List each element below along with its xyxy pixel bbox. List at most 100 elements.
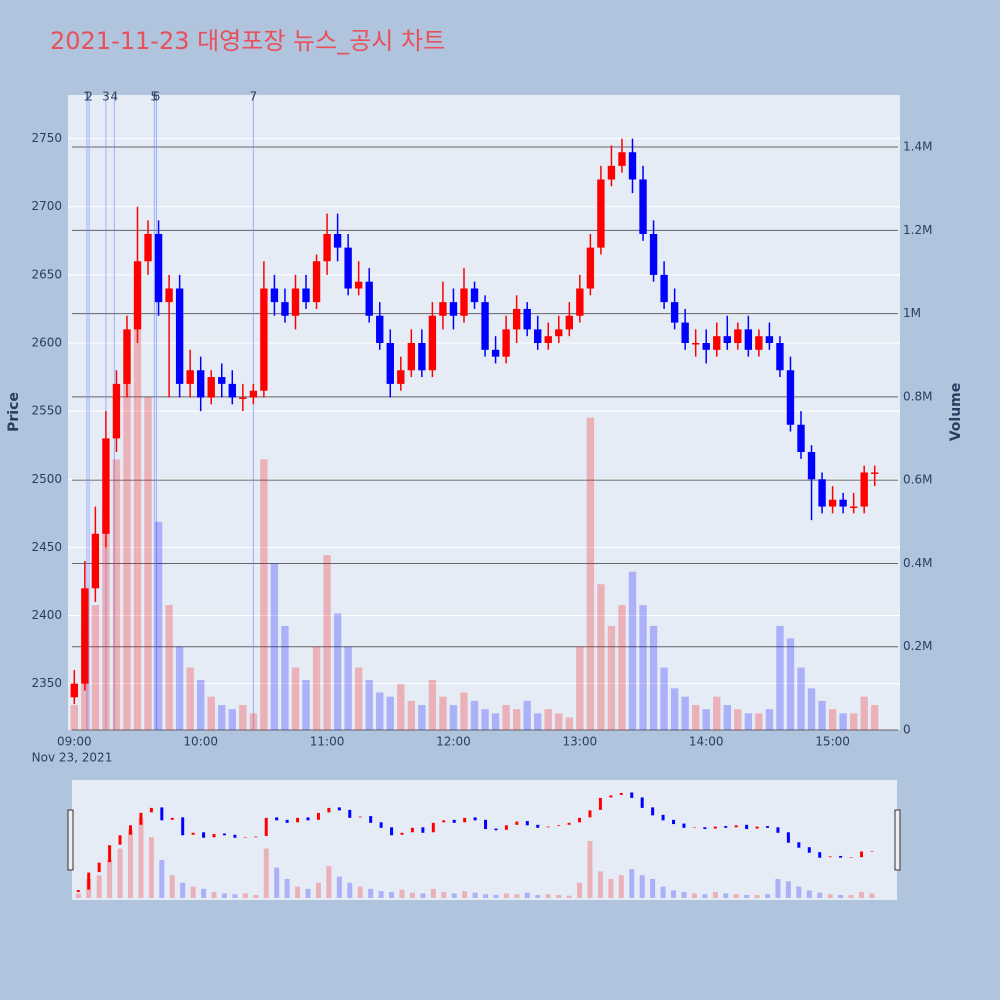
candle-body [428, 315, 437, 371]
candle-body [534, 329, 542, 344]
candle-body [333, 233, 342, 248]
volume-bar [239, 705, 247, 730]
candle-body [207, 377, 215, 398]
volume-bar [797, 667, 805, 730]
y-tick-label: 2750 [31, 131, 62, 145]
slider-volume-bar [242, 893, 248, 898]
slider-volume-bar [295, 886, 301, 898]
slider-volume-bar [201, 888, 207, 898]
candle-body [354, 281, 363, 289]
slider-volume-bar [712, 891, 718, 898]
volume-bar [91, 605, 100, 730]
slider-volume-bar [336, 876, 342, 898]
slider-volume-bar [723, 893, 729, 898]
slider-volume-bar [315, 882, 321, 898]
candle-body [786, 370, 795, 425]
x-tick-label: 11:00 [310, 735, 345, 749]
volume-bar [565, 717, 573, 730]
volume-bar [502, 705, 510, 730]
volume-bar [376, 692, 384, 730]
slider-volume-bar [326, 866, 332, 898]
y2-tick-label: 0.2M [903, 639, 932, 653]
volume-bar [807, 688, 816, 730]
slider-volume-bar [545, 894, 551, 898]
candle-body [249, 390, 258, 398]
slider-volume-bar [180, 882, 186, 898]
slider-volume-bar [597, 871, 603, 898]
slider-volume-bar [524, 892, 530, 898]
volume-bar [218, 705, 226, 730]
candle-body [849, 506, 858, 509]
volume-bar [481, 709, 489, 730]
slider-volume-bar [806, 890, 812, 898]
x-tick-label: 13:00 [563, 735, 598, 749]
slider-volume-bar [556, 894, 562, 898]
candle-body [713, 336, 721, 350]
candle-body [565, 315, 573, 330]
candle-body [755, 336, 763, 350]
volume-bar [281, 625, 289, 730]
volume-bar [70, 705, 79, 730]
volume-bar [544, 709, 552, 730]
slider-volume-bar [409, 892, 415, 898]
slider-volume-bar [503, 893, 509, 898]
candle-body [154, 233, 163, 303]
volume-bar [302, 680, 310, 730]
range-slider[interactable] [72, 780, 897, 900]
x-date-label: Nov 23, 2021 [32, 751, 113, 765]
volume-bar [860, 696, 868, 730]
slider-volume-bar [785, 881, 791, 898]
slider-volume-bar [587, 840, 593, 898]
candle-body [523, 308, 531, 330]
candle-body [639, 179, 647, 234]
slider-volume-bar [639, 875, 645, 898]
candle-body [512, 308, 521, 330]
y2-axis-title: Volume [948, 383, 964, 442]
volume-bar [692, 705, 700, 730]
candle-body [260, 288, 268, 391]
slider-volume-bar [838, 894, 844, 898]
slider-volume-bar [347, 882, 353, 898]
candle-body [860, 472, 868, 507]
candle-body [576, 288, 584, 316]
volume-bar [144, 396, 152, 730]
candle-body [418, 343, 426, 371]
news-label: 5 [151, 90, 159, 104]
candle-body [807, 452, 816, 480]
candle-body [818, 479, 826, 507]
slider-volume-bar [221, 893, 227, 898]
slider-volume-bar [169, 875, 175, 898]
slider-volume-bar [827, 894, 833, 898]
volume-bar [123, 355, 131, 730]
plot-area [68, 95, 900, 730]
y-tick-label: 2600 [31, 336, 62, 350]
slider-volume-bar [848, 894, 854, 898]
candle-body [112, 383, 121, 439]
slider-volume-bar [691, 893, 697, 898]
slider-volume-bar [472, 892, 478, 898]
slider-volume-bar [232, 894, 238, 898]
volume-bar [523, 700, 531, 730]
slider-volume-bar [138, 818, 144, 898]
candle-body [144, 233, 152, 262]
slider-volume-bar [462, 891, 468, 898]
news-label: 7 [250, 90, 258, 104]
slider-volume-bar [765, 894, 771, 898]
y-tick-label: 2500 [31, 472, 62, 486]
volume-bar [681, 696, 689, 730]
candle-body [270, 288, 279, 303]
volume-bar [618, 605, 626, 730]
candle-body [70, 683, 79, 698]
slider-volume-bar [858, 891, 864, 898]
volume-bar [723, 705, 731, 730]
news-label: 3 [102, 90, 110, 104]
slider-volume-bar [357, 886, 363, 898]
slider-volume-bar [107, 859, 113, 898]
volume-bar [470, 700, 479, 730]
slider-volume-bar [430, 888, 436, 898]
volume-bar [344, 646, 352, 730]
volume-bar [576, 646, 584, 730]
y-tick-label: 2700 [31, 199, 62, 213]
candle-body [397, 370, 405, 384]
